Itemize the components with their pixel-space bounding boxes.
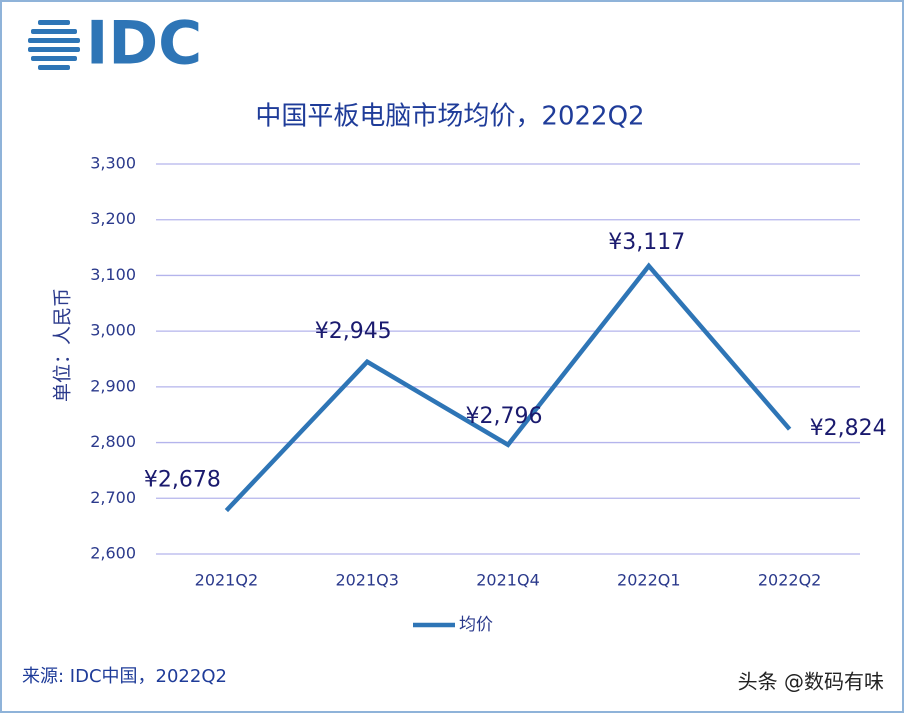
- y-tick-label: 3,000: [90, 321, 136, 340]
- source-note: 来源: IDC中国，2022Q2: [22, 666, 227, 687]
- data-label: ¥3,117: [608, 230, 685, 255]
- y-tick-label: 2,800: [90, 432, 136, 451]
- x-tick-label: 2021Q3: [335, 571, 399, 590]
- y-tick-label: 3,100: [90, 265, 136, 284]
- data-line: [224, 262, 792, 513]
- chart-title: 中国平板电脑市场均价，2022Q2: [255, 102, 644, 132]
- y-tick-label: 2,600: [90, 544, 136, 563]
- watermark: 头条 @数码有味: [738, 670, 884, 694]
- y-tick-label: 3,200: [90, 209, 136, 228]
- x-tick-label: 2022Q2: [758, 571, 822, 590]
- y-tick-label: 3,300: [90, 154, 136, 173]
- logo-globe: [28, 20, 80, 70]
- y-tick-label: 2,900: [90, 376, 136, 395]
- data-label: ¥2,796: [466, 404, 543, 429]
- data-label: ¥2,945: [315, 319, 392, 344]
- data-label: ¥2,824: [810, 416, 887, 441]
- y-axis-label: 单位：人民币: [52, 288, 74, 402]
- x-tick-label: 2022Q1: [617, 571, 681, 590]
- legend-label: 均价: [459, 615, 493, 635]
- x-tick-label: 2021Q2: [195, 571, 259, 590]
- data-label: ¥2,678: [144, 468, 221, 493]
- y-tick-label: 2,700: [90, 488, 136, 507]
- x-tick-label: 2021Q4: [476, 571, 540, 590]
- logo-text: IDC: [86, 9, 202, 79]
